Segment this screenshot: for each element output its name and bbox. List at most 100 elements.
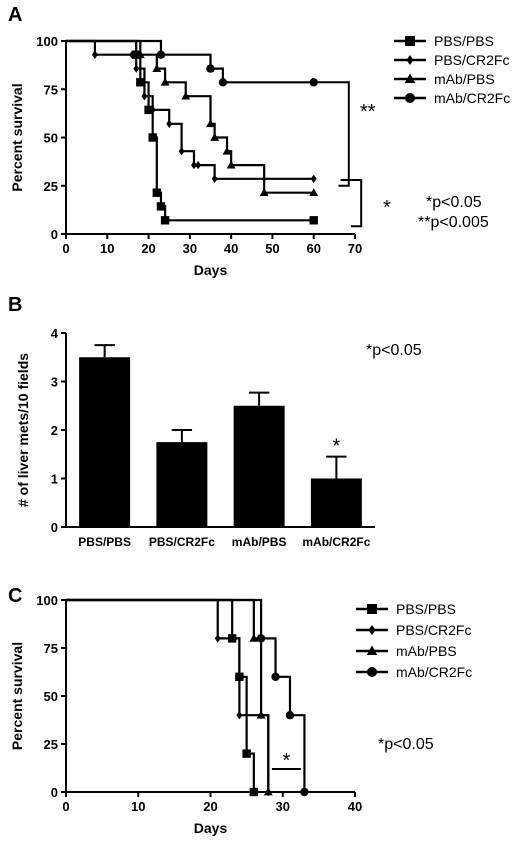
x-axis-label: Days [194,820,228,836]
x-axis-label: Days [194,262,228,278]
bar [156,442,208,527]
x-tick-label: 40 [348,799,362,814]
legend-label: mAb/CR2Fc [396,664,472,680]
series-mab-cr2fc [66,39,318,87]
data-point [149,105,156,115]
series-mab-cr2fc [66,598,309,797]
data-point [152,63,162,72]
x-tick-label: 0 [62,799,69,814]
y-tick-label: 50 [44,131,58,146]
x-tick-label: PBS/PBS [78,535,131,549]
series-pbs-cr2fc [66,598,272,797]
data-point [156,202,166,211]
legend-marker [404,73,416,83]
series-line [66,39,314,180]
legend-marker [406,55,414,65]
x-tick-label: 30 [276,799,290,814]
legend-label: PBS/CR2Fc [434,52,509,68]
data-point [211,174,218,184]
data-point [242,749,251,758]
bar [310,478,362,527]
data-point [136,78,145,87]
data-point [210,132,220,141]
data-point [135,50,145,59]
x-tick-label: 60 [306,241,320,256]
legend-label: PBS/CR2Fc [396,622,471,638]
legend-marker [366,645,378,655]
data-point [156,50,166,59]
series-pbs-cr2fc [66,39,317,184]
x-tick-label: 70 [348,241,362,256]
x-tick-label: 20 [203,799,217,814]
legend-marker [405,36,415,46]
data-point [214,634,221,643]
data-point [309,78,318,87]
data-point [309,216,318,225]
panel-c: C 0 25 50 75 100 0 10 20 30 40 Days Percent survival… [8,585,472,836]
legend-label: mAb/CR2Fc [434,90,510,106]
series-mab-pbs [66,598,273,796]
y-tick-label: 3 [51,375,58,390]
data-point [141,91,148,101]
data-point [263,787,273,796]
data-point [160,216,170,225]
data-point [226,160,236,169]
x-tick-label: 10 [131,799,145,814]
data-point [309,188,319,197]
series-line [66,598,270,792]
legend-label: mAb/PBS [434,71,495,87]
series-line [66,598,270,792]
data-point [256,634,266,643]
y-tick-label: 0 [51,520,58,535]
series-pbs-pbs [66,598,259,797]
bar [233,405,285,527]
data-point [259,188,269,197]
data-point [271,672,280,681]
significance-bracket [340,178,363,228]
panel-label: B [8,294,22,316]
y-axis-label: Percent survival [9,642,25,750]
data-point [148,133,157,142]
data-point [191,160,197,170]
y-tick-label: 75 [44,641,58,656]
data-point [166,119,173,128]
panel-a: A 0 25 50 75 100 0 10 20 30 40 50 60 70 Days Percent su… [8,4,510,278]
data-point [249,633,259,642]
series-line [66,598,255,792]
y-tick-label: 75 [44,82,58,97]
x-tick-label: 0 [62,241,69,256]
data-point [181,91,191,100]
legend-marker [368,625,376,635]
y-tick-label: 4 [51,326,59,341]
significance-marker: * [332,436,340,458]
data-point [256,710,266,719]
series-mab-pbs [66,39,319,197]
y-tick-label: 1 [51,472,58,487]
legend-marker [405,93,415,103]
y-tick-label: 2 [51,423,58,438]
significance-marker: * [383,197,391,219]
y-tick-label: 50 [44,689,58,704]
x-tick-label: 10 [100,241,114,256]
x-tick-label: 50 [265,241,279,256]
x-tick-label: 20 [141,241,155,256]
legend-marker [367,667,377,677]
x-tick-label: mAb/CR2Fc [302,535,370,549]
data-point [249,787,259,797]
data-point [133,64,140,73]
data-point [206,64,215,73]
data-point [152,188,162,197]
series-pbs-pbs [66,39,318,225]
y-tick-label: 0 [51,785,58,800]
data-point [310,174,317,184]
legend-label: mAb/PBS [396,643,457,659]
data-point [206,119,215,128]
panel-label: C [8,585,22,607]
p-value-note: **p<0.005 [418,214,489,231]
x-tick-label: mAb/PBS [232,535,287,549]
data-point [178,147,185,156]
y-tick-label: 0 [51,227,58,242]
y-tick-label: 100 [36,593,58,608]
p-value-note: *p<0.05 [378,736,434,753]
x-tick-label: 40 [224,241,238,256]
